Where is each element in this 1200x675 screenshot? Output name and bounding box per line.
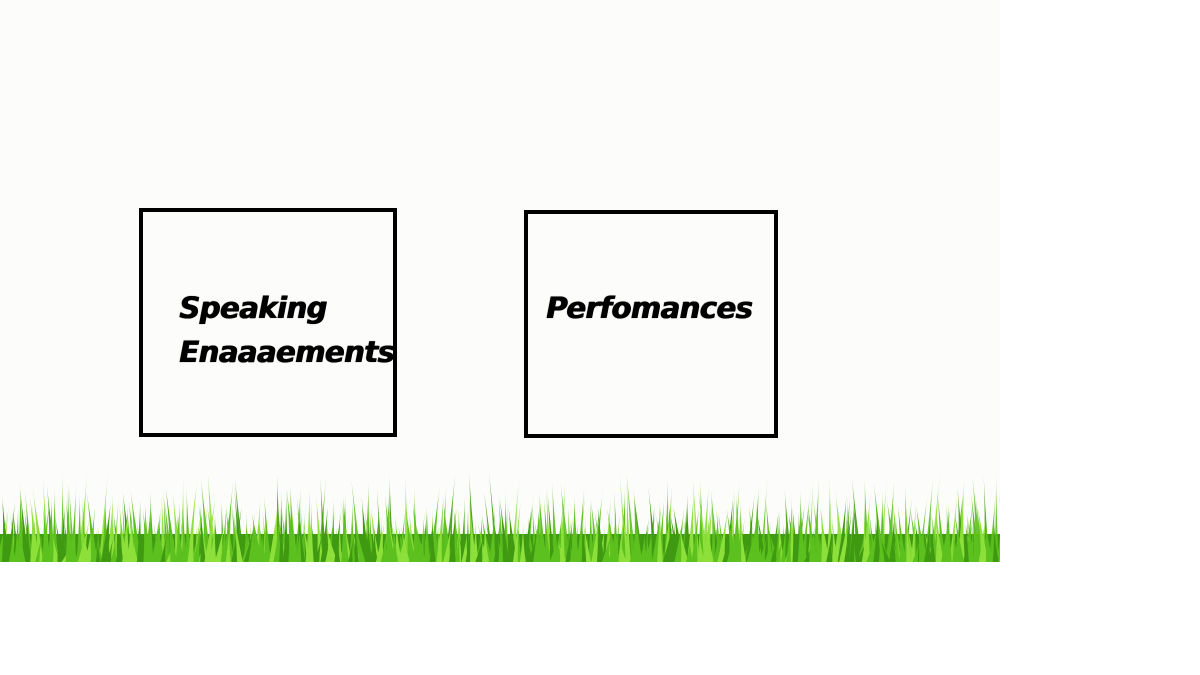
speaking-label-line1: Speaking	[179, 291, 327, 325]
speaking-label-line2: Enaaaements	[179, 335, 395, 369]
speaking-engagements-box[interactable]: Speaking Enaaaements	[139, 208, 397, 437]
grass-strip-icon	[0, 472, 1000, 562]
performances-label: Perfomances	[546, 291, 753, 325]
banner-background: Speaking Enaaaements Perfomances	[0, 208, 1000, 562]
performances-box[interactable]: Perfomances	[524, 210, 778, 438]
speaking-engagements-label: Speaking Enaaaements	[179, 286, 395, 374]
